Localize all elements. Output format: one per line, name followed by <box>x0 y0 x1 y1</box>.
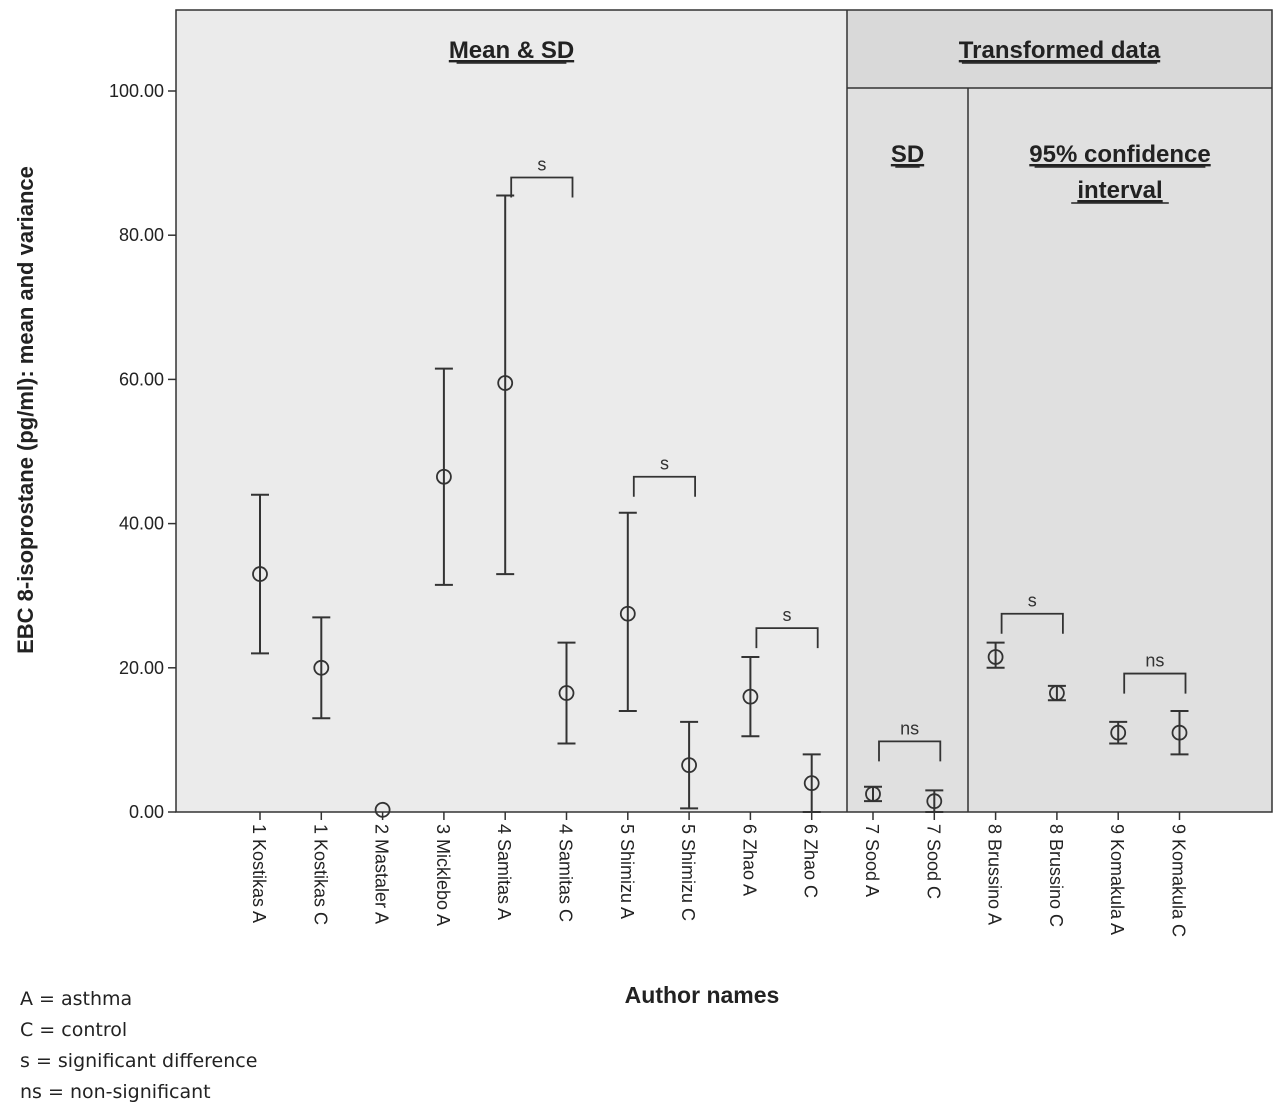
x-tick-label: 8 Brussino A <box>985 824 1005 925</box>
x-tick-label: 4 Samitas C <box>556 824 576 922</box>
mean-marker <box>1110 724 1127 741</box>
mean-marker <box>497 375 514 391</box>
significance-bracket <box>632 475 696 497</box>
x-tick-label: 5 Shimizu A <box>617 824 637 919</box>
mean-marker <box>374 801 391 818</box>
section-title-ci: 95% confidence <box>1029 141 1210 168</box>
significance-bracket <box>878 740 942 762</box>
y-tick-label: 100.00 <box>109 81 164 101</box>
mean-marker <box>681 757 697 774</box>
mean-marker <box>558 685 575 701</box>
significance-label: ns <box>1145 651 1164 671</box>
x-tick-label: 6 Zhao C <box>801 824 821 898</box>
plot-frame <box>175 9 1273 813</box>
y-tick-label: 80.00 <box>119 225 164 245</box>
section-title-transformed: Transformed data <box>959 37 1161 64</box>
section-title-sd: SD <box>891 141 924 168</box>
legend: A = asthma C = control s = significant d… <box>20 984 257 1108</box>
mean-marker <box>926 793 943 810</box>
transformed-background <box>847 10 1272 812</box>
legend-line-nonsignificant: ns = non-significant <box>20 1081 211 1103</box>
x-tick-label: 6 Zhao A <box>739 824 759 896</box>
mean-marker <box>987 649 1004 665</box>
x-axis-label: Author names <box>624 982 780 1008</box>
significance-label: s <box>537 155 546 175</box>
section-title-mean-sd: Mean & SD <box>449 37 574 64</box>
transformed-header-background <box>847 10 1272 88</box>
significance-label: s <box>1028 591 1037 611</box>
mean-marker <box>619 605 636 622</box>
significance-label: s <box>660 454 669 474</box>
x-tick-label: 9 Komakula A <box>1107 824 1127 935</box>
legend-line-significant: s = significant difference <box>20 1050 258 1072</box>
y-axis-label-container: EBC 8-isoprostane (pg/ml): mean and vari… <box>6 100 46 720</box>
mean-marker <box>313 659 330 676</box>
x-tick-label: 4 Samitas A <box>494 824 514 920</box>
x-tick-label: 3 Micklebo A <box>433 824 453 926</box>
mean-marker <box>1049 685 1065 701</box>
significance-bracket <box>1000 612 1064 634</box>
significance-bracket <box>755 627 819 649</box>
x-tick-label: 2 Mastaler A <box>372 824 392 924</box>
mean-marker <box>252 566 268 582</box>
x-tick-label: 1 Kostikas A <box>249 824 269 923</box>
x-tick-label: 9 Komakula C <box>1169 824 1189 937</box>
mean-marker <box>435 468 452 485</box>
significance-bracket <box>1123 672 1187 694</box>
section-title-ci-line2: interval <box>1077 177 1162 204</box>
significance-label: s <box>783 605 792 625</box>
mean-marker <box>1171 724 1188 741</box>
significance-bracket <box>510 176 574 198</box>
mean-marker <box>742 688 759 705</box>
legend-line-asthma: A = asthma <box>20 988 133 1010</box>
x-tick-label: 1 Kostikas C <box>310 824 330 925</box>
x-tick-label: 7 Sood C <box>923 824 943 899</box>
mean-marker <box>803 775 820 792</box>
y-axis-label: EBC 8-isoprostane (pg/ml): mean and vari… <box>13 166 38 654</box>
y-tick-label: 0.00 <box>129 802 164 822</box>
y-tick-label: 40.00 <box>119 514 164 534</box>
legend-line-control: C = control <box>20 1019 128 1041</box>
x-tick-label: 5 Shimizu C <box>678 824 698 921</box>
mean-marker <box>865 786 881 802</box>
x-tick-label: 8 Brussino C <box>1046 824 1066 927</box>
y-tick-label: 60.00 <box>119 369 164 389</box>
x-tick-label: 7 Sood A <box>862 824 882 897</box>
y-tick-label: 20.00 <box>119 658 164 678</box>
significance-label: ns <box>900 718 919 738</box>
